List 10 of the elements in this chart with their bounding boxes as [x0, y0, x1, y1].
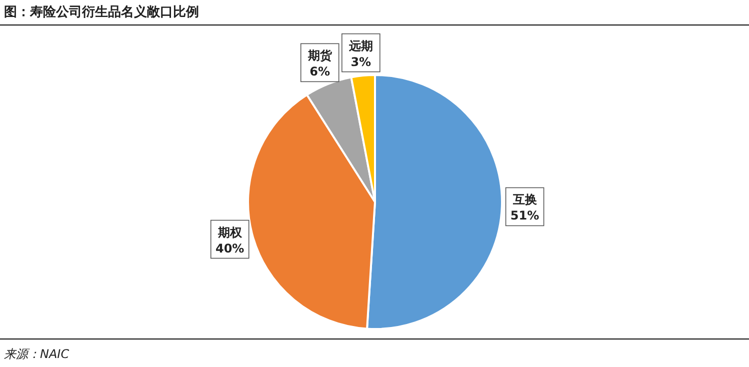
slice-label: 远期 — [348, 38, 373, 53]
source-note: 来源：NAIC — [4, 347, 70, 361]
data-label: 3% — [350, 54, 372, 69]
text: 图：寿险公司衍生品名义敞口比例 — [4, 4, 199, 20]
slice-label: 互换 — [512, 192, 537, 207]
slice-label: 期货 — [306, 48, 333, 63]
data-label: 40% — [215, 241, 244, 256]
slice-label: 期权 — [216, 225, 243, 240]
data-label: 51% — [510, 208, 540, 223]
data-label: 6% — [310, 64, 330, 79]
